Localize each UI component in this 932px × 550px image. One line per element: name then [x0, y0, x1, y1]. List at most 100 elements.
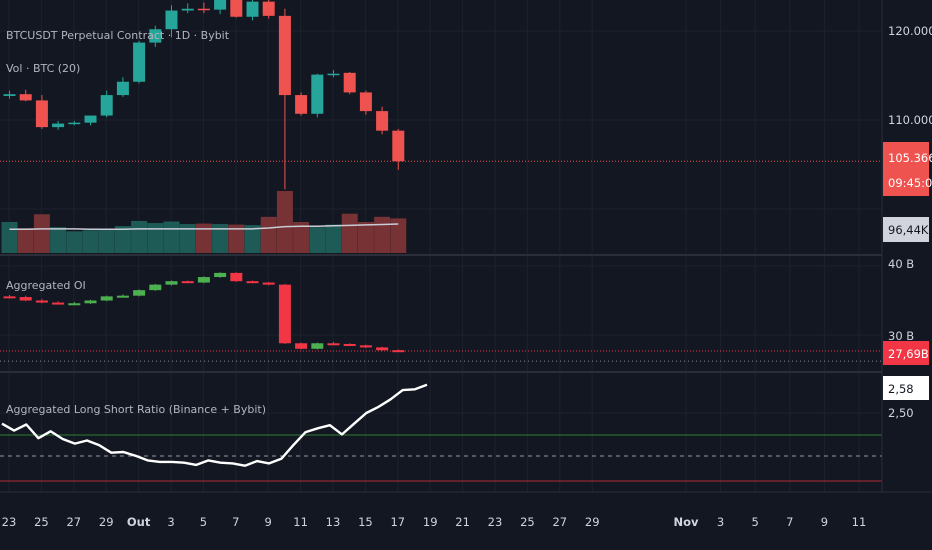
reference-lines — [0, 434, 882, 482]
time-axis-label: Out — [127, 515, 151, 529]
volume-bar — [195, 223, 212, 253]
price-candle-body — [35, 100, 48, 128]
price-candle-body — [197, 8, 210, 11]
time-axis-label: 19 — [423, 515, 438, 529]
time-axis-label: 13 — [326, 515, 341, 529]
volume-bar — [66, 231, 83, 253]
price-candle-body — [246, 1, 259, 17]
price-candle-body — [278, 15, 291, 96]
time-axis-label: 9 — [821, 515, 828, 529]
volume-bar — [33, 214, 50, 253]
volume-bar — [276, 191, 293, 253]
volume-value: 96,44K — [888, 223, 929, 237]
time-axis-label: 9 — [265, 515, 272, 529]
oi-candle-body — [181, 281, 194, 284]
volume-bar — [357, 222, 374, 253]
time-axis-label: 3 — [717, 515, 724, 529]
price-candles — [0, 0, 882, 190]
time-axis-label: 17 — [390, 515, 405, 529]
price-candle-body — [230, 0, 243, 17]
oi-candle-body — [3, 296, 16, 299]
price-candle-body — [327, 73, 340, 76]
volume-bar — [82, 230, 99, 253]
price-candle-body — [311, 74, 324, 114]
volume-bar — [260, 216, 277, 253]
oi-axis-tick: 40 B — [888, 257, 914, 271]
price-candle-body — [359, 92, 372, 112]
price-candle-body — [181, 8, 194, 11]
oi-candle-body — [295, 343, 308, 349]
ratio-value-tag — [883, 376, 929, 400]
price-candle-body — [100, 95, 113, 116]
price-candle-body — [19, 94, 32, 101]
oi-candle-body — [197, 277, 210, 283]
volume-bar — [212, 224, 229, 253]
last-price-value: 105.366,1 — [888, 151, 932, 165]
volume-bar — [179, 224, 196, 253]
volume-bar — [114, 226, 131, 253]
oi-axis-tick: 30 B — [888, 329, 914, 343]
symbol-title[interactable]: BTCUSDT Perpetual Contract · 1D · Bybit — [6, 29, 230, 42]
oi-value: 27,69B — [888, 347, 929, 361]
oi-candles — [0, 272, 882, 353]
oi-candle-body — [262, 282, 275, 285]
oi-candle-body — [376, 347, 389, 351]
volume-bar — [244, 225, 261, 253]
price-candle-body — [149, 29, 162, 43]
oi-candle-body — [214, 272, 227, 278]
time-axis-label: 5 — [752, 515, 759, 529]
volume-bar — [147, 223, 164, 253]
oi-candle-body — [35, 300, 48, 303]
price-candle-body — [376, 111, 389, 131]
volume-bar — [309, 227, 326, 253]
oi-candle-body — [359, 345, 372, 348]
volume-bar — [374, 216, 391, 253]
last-price-tag — [883, 142, 929, 196]
price-axis-tick: 110.000,0 — [888, 113, 932, 127]
oi-title[interactable]: Aggregated OI — [6, 279, 86, 292]
time-axis-label: 27 — [552, 515, 567, 529]
oi-candle-body — [327, 343, 340, 346]
oi-candle-body — [52, 302, 65, 305]
volume-bar — [325, 224, 342, 253]
ratio-title[interactable]: Aggregated Long Short Ratio (Binance + B… — [6, 403, 266, 416]
volume-bar — [17, 228, 34, 253]
price-candle-body — [262, 1, 275, 16]
volume-ma-line — [9, 223, 399, 231]
oi-candle-body — [84, 300, 97, 304]
time-axis-label: 23 — [488, 515, 503, 529]
volume-title[interactable]: Vol · BTC (20) — [6, 62, 80, 75]
volume-bar — [228, 224, 245, 253]
price-candle-body — [84, 115, 97, 123]
price-candle-body — [214, 0, 227, 10]
time-axis-label: 11 — [852, 515, 867, 529]
oi-candle-body — [230, 272, 243, 282]
oi-candle-body — [311, 343, 324, 349]
time-axis-label: Nov — [673, 515, 699, 529]
volume-bar — [1, 222, 18, 253]
ratio-series — [0, 360, 882, 467]
volume-bar — [293, 222, 310, 253]
price-candle-body — [133, 42, 146, 82]
oi-candle-body — [343, 343, 356, 346]
time-axis-label: 29 — [99, 515, 114, 529]
ratio-axis-tick: 2,50 — [888, 406, 914, 420]
oi-candle-body — [278, 284, 291, 344]
time-axis-label: 3 — [167, 515, 174, 529]
oi-candle-body — [165, 281, 178, 285]
price-candle-body — [165, 10, 178, 30]
oi-candle-body — [246, 281, 259, 284]
price-candle-body — [3, 94, 16, 96]
time-axis-label: 7 — [232, 515, 239, 529]
time-axis[interactable]: 23 25 27 29 Out 3 5 7 9 11 13 15 17 19 21 23 25 27 29 Nov 3 5… — [2, 515, 867, 529]
volume-bar — [98, 229, 115, 253]
time-axis-label: 21 — [455, 515, 470, 529]
time-axis-label: 15 — [358, 515, 373, 529]
volume-bar — [390, 218, 407, 253]
oi-candle-body — [149, 284, 162, 291]
time-axis-label: 27 — [66, 515, 81, 529]
price-candle-body — [392, 130, 405, 162]
time-axis-label: 29 — [585, 515, 600, 529]
